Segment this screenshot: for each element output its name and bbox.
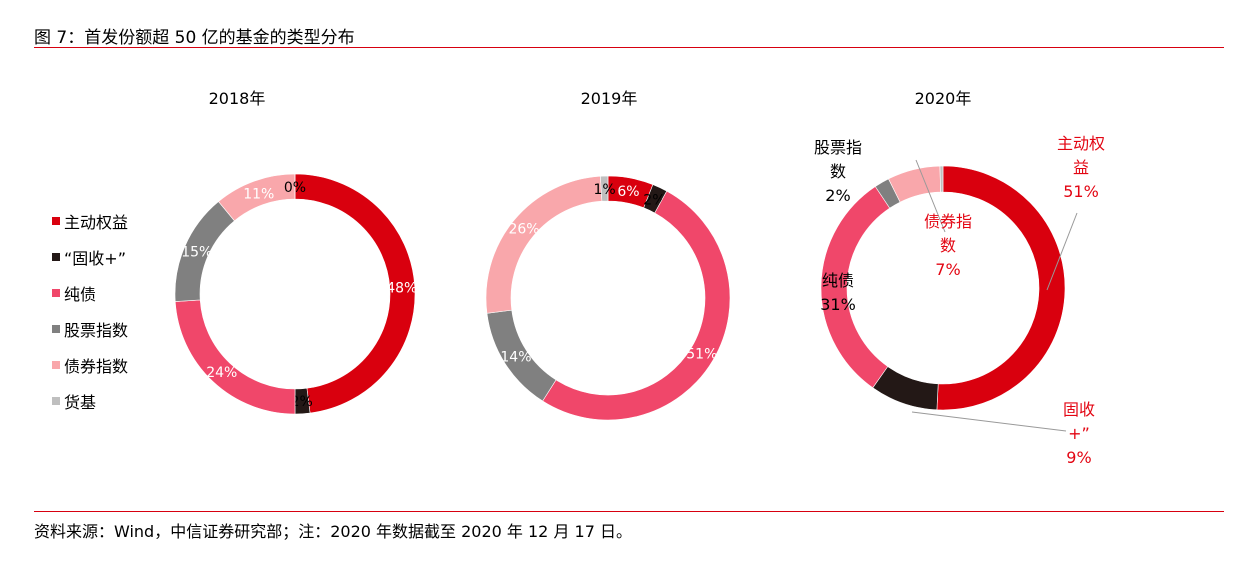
annotation-label: 股票指 — [814, 138, 862, 157]
legend-swatch-active-equity — [52, 217, 60, 225]
data-label: 6% — [617, 184, 639, 200]
legend-label: 债券指数 — [64, 357, 129, 376]
data-label: 11% — [243, 186, 274, 202]
data-label: 51% — [686, 346, 717, 362]
legend-item: 股票指数 — [52, 311, 128, 347]
legend-item: “固收+” — [52, 239, 128, 275]
annotation-label: 31% — [820, 295, 856, 314]
annotation-label: 益 — [1073, 158, 1089, 177]
chart-legend: 主动权益 “固收+” 纯债 股票指数 债券指数 货基 — [52, 203, 128, 419]
chart-title: 2018年 — [209, 89, 266, 108]
slice-pure-bond — [174, 299, 296, 415]
annotation-label: 9% — [1066, 448, 1091, 467]
legend-label: “固收+” — [64, 249, 126, 268]
slice-money-fund — [600, 175, 609, 202]
chart-title: 2019年 — [581, 89, 638, 108]
legend-label: 主动权益 — [64, 213, 129, 232]
data-label: 14% — [500, 349, 531, 365]
annotation-label: 固收 — [1063, 400, 1095, 419]
slice-money-fund — [939, 165, 944, 193]
leader-line — [1046, 212, 1078, 291]
legend-item: 债券指数 — [52, 347, 128, 383]
legend-label: 货基 — [64, 393, 97, 412]
legend-swatch-money-fund — [52, 397, 60, 405]
legend-item: 货基 — [52, 383, 128, 419]
annotation-label: 7% — [935, 260, 960, 279]
annotation-label: 纯债 — [822, 271, 854, 290]
annotation-label: 数 — [830, 162, 846, 181]
annotation-label: 债券指 — [924, 212, 972, 231]
legend-swatch-pure-bond — [52, 289, 60, 297]
legend-item: 主动权益 — [52, 203, 128, 239]
annotation-label: 主动权 — [1057, 134, 1105, 153]
annotation-label: 数 — [940, 236, 956, 255]
annotation-label: +” — [1068, 424, 1090, 443]
legend-swatch-fixed-income-plus — [52, 253, 60, 261]
annotation-label: 2% — [825, 186, 850, 205]
legend-label: 纯债 — [64, 285, 97, 304]
legend-item: 纯债 — [52, 275, 128, 311]
slice-active-equity — [936, 165, 1066, 411]
data-label: 48% — [386, 280, 417, 296]
leader-line — [915, 159, 946, 233]
slice-active-equity — [294, 173, 416, 414]
slice-pure-bond — [542, 190, 731, 421]
data-label: 2% — [291, 394, 313, 410]
slice-bond-index — [485, 175, 603, 314]
figure-title: 图 7：首发份额超 50 亿的基金的类型分布 — [34, 28, 355, 48]
data-label: 15% — [181, 245, 212, 261]
data-label: 0% — [284, 180, 306, 196]
data-label: 1% — [593, 182, 615, 198]
data-label: 24% — [206, 365, 237, 381]
legend-label: 股票指数 — [64, 321, 129, 340]
legend-swatch-bond-index — [52, 361, 60, 369]
annotation-label: 51% — [1063, 182, 1099, 201]
chart-title: 2020年 — [915, 89, 972, 108]
top-divider — [34, 47, 1224, 48]
leader-line — [911, 411, 1067, 432]
data-label: 26% — [508, 222, 539, 238]
bottom-divider — [34, 511, 1224, 512]
source-note: 资料来源：Wind，中信证券研究部；注：2020 年数据截至 2020 年 12… — [34, 522, 632, 541]
legend-swatch-stock-index — [52, 325, 60, 333]
